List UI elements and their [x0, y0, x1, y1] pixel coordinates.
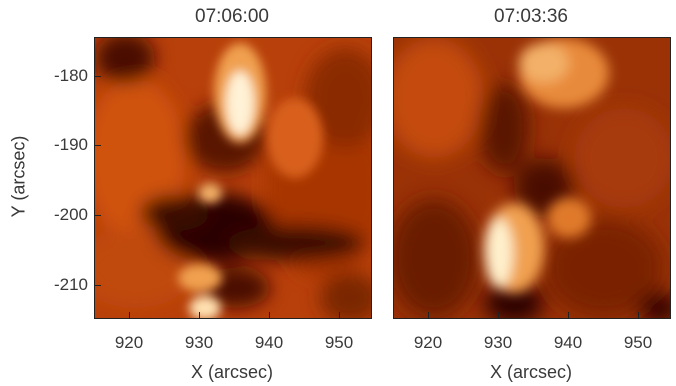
- solar-image-1: [95, 38, 371, 318]
- x-tick-mark: [129, 312, 130, 318]
- panel-1-title: 07:06:00: [195, 6, 269, 27]
- y-tick-label: -200: [53, 205, 88, 224]
- x-tick-label: 940: [254, 333, 284, 352]
- x-tick-label: 920: [114, 333, 144, 352]
- x-tick-label: 920: [413, 333, 443, 352]
- x-axis-label: X (arcsec): [489, 362, 572, 382]
- x-tick-mark: [269, 312, 270, 318]
- y-axis-label: Y (arcsec): [8, 135, 29, 218]
- panel-2-title: 07:03:36: [494, 6, 568, 27]
- solar-image-panel-1: [94, 37, 372, 319]
- x-tick-mark: [568, 312, 569, 318]
- y-tick-mark: [95, 145, 101, 146]
- x-tick-mark: [199, 312, 200, 318]
- y-tick-mark: [95, 215, 101, 216]
- x-axis-label: X (arcsec): [190, 362, 273, 382]
- y-tick-label: -210: [53, 275, 88, 294]
- y-tick-label: -180: [53, 66, 88, 85]
- x-tick-mark: [498, 312, 499, 318]
- solar-image-panel-2: [393, 37, 671, 319]
- x-tick-label: 930: [483, 333, 513, 352]
- solar-image-2: [394, 38, 670, 318]
- x-tick-label: 950: [324, 333, 354, 352]
- y-tick-mark: [95, 285, 101, 286]
- x-tick-mark: [339, 312, 340, 318]
- y-tick-mark: [95, 76, 101, 77]
- x-tick-label: 940: [553, 333, 583, 352]
- x-tick-label: 950: [623, 333, 653, 352]
- x-tick-label: 930: [184, 333, 214, 352]
- x-tick-mark: [428, 312, 429, 318]
- y-tick-label: -190: [53, 135, 88, 154]
- x-tick-mark: [638, 312, 639, 318]
